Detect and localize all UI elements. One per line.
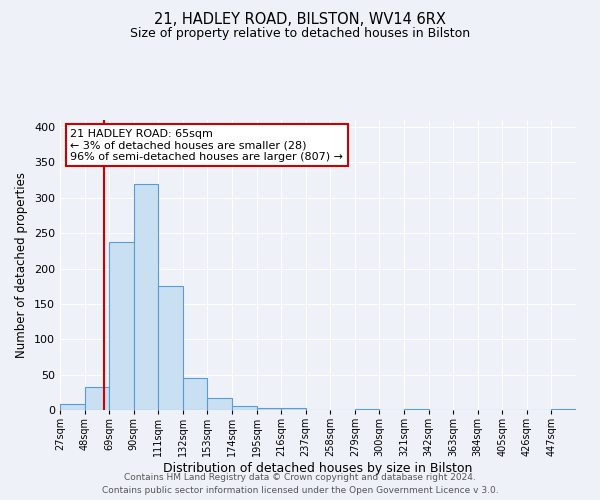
Text: Contains HM Land Registry data © Crown copyright and database right 2024.: Contains HM Land Registry data © Crown c…	[124, 474, 476, 482]
Bar	[109, 242, 134, 410]
Bar	[85, 388, 109, 410]
Bar	[158, 286, 183, 410]
Bar	[232, 406, 257, 410]
Y-axis label: Number of detached properties: Number of detached properties	[16, 172, 28, 358]
Text: 21 HADLEY ROAD: 65sqm
← 3% of detached houses are smaller (28)
96% of semi-detac: 21 HADLEY ROAD: 65sqm ← 3% of detached h…	[70, 128, 343, 162]
Bar	[281, 408, 306, 410]
Bar	[257, 408, 281, 410]
Bar	[134, 184, 158, 410]
Text: 21, HADLEY ROAD, BILSTON, WV14 6RX: 21, HADLEY ROAD, BILSTON, WV14 6RX	[154, 12, 446, 28]
Text: Contains public sector information licensed under the Open Government Licence v : Contains public sector information licen…	[101, 486, 499, 495]
Bar	[355, 408, 379, 410]
Text: Size of property relative to detached houses in Bilston: Size of property relative to detached ho…	[130, 28, 470, 40]
X-axis label: Distribution of detached houses by size in Bilston: Distribution of detached houses by size …	[163, 462, 473, 475]
Bar	[551, 408, 576, 410]
Bar	[404, 408, 428, 410]
Bar	[208, 398, 232, 410]
Bar	[60, 404, 85, 410]
Bar	[183, 378, 208, 410]
